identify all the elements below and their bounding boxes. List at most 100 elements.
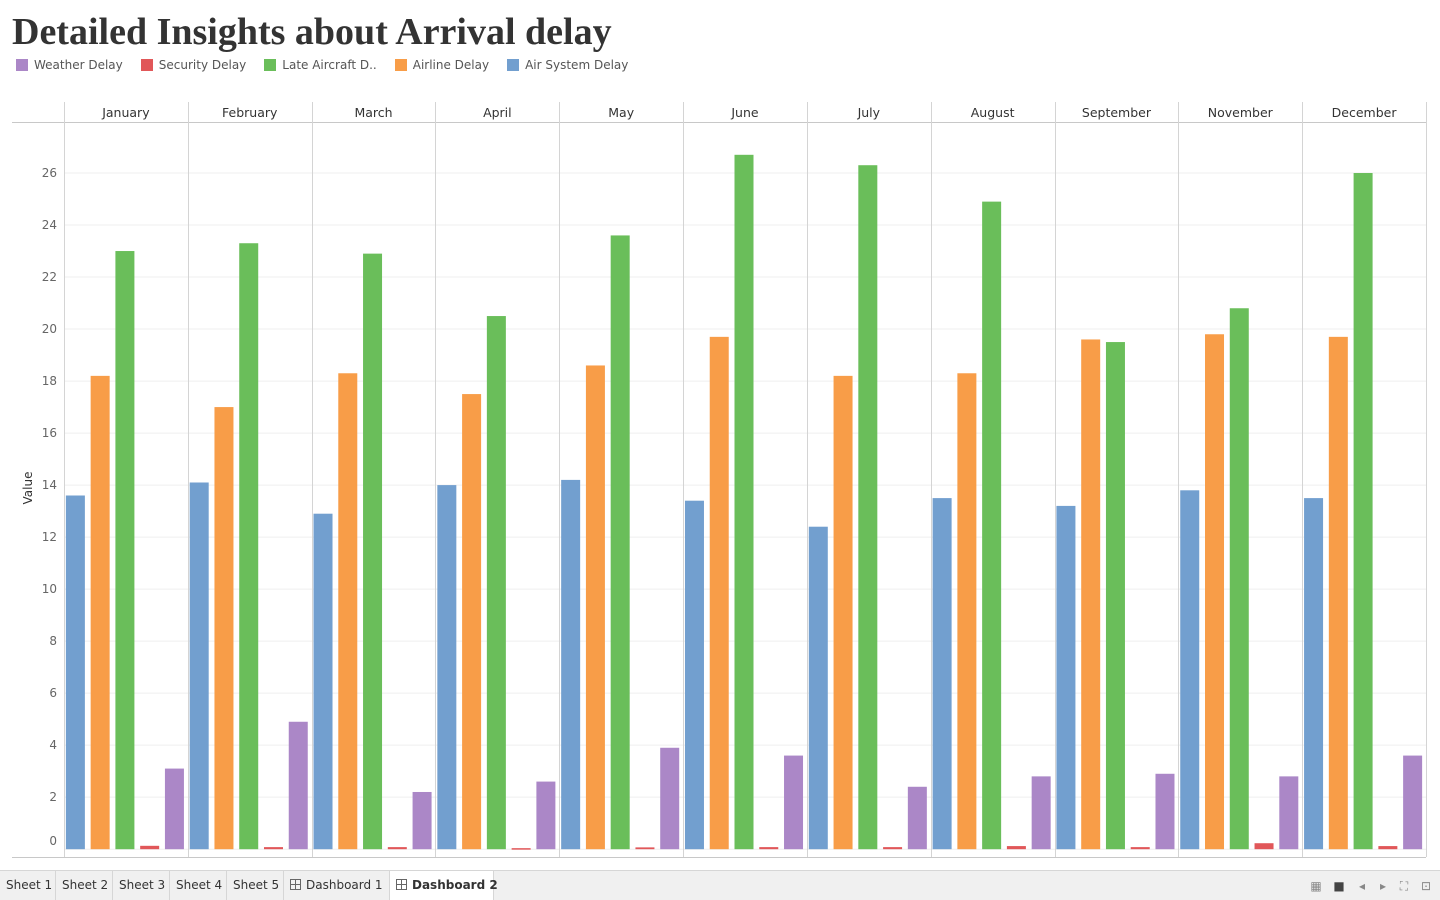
bar bbox=[1155, 773, 1175, 850]
bar bbox=[164, 768, 184, 850]
bar bbox=[585, 365, 605, 850]
month-header: March bbox=[354, 105, 392, 120]
legend-swatch bbox=[140, 59, 153, 71]
sheet-tab[interactable]: Sheet 3 bbox=[113, 871, 170, 900]
bar bbox=[858, 165, 878, 850]
bar bbox=[684, 500, 704, 850]
bar bbox=[561, 479, 581, 850]
bar bbox=[1229, 308, 1249, 850]
legend-swatch bbox=[264, 59, 277, 71]
bar bbox=[511, 848, 531, 850]
bar bbox=[1304, 498, 1324, 850]
month-header: May bbox=[608, 105, 634, 120]
sheet-tab-label: Dashboard 1 bbox=[306, 878, 383, 892]
legend-item[interactable]: Weather Delay bbox=[16, 58, 123, 72]
sheet-tab-label: Sheet 5 bbox=[233, 878, 280, 892]
bar bbox=[536, 781, 556, 850]
bar bbox=[982, 201, 1002, 850]
legend-label: Late Aircraft D.. bbox=[282, 58, 377, 72]
y-axis-label: Value bbox=[21, 472, 35, 505]
bar bbox=[1279, 776, 1299, 850]
legend-label: Air System Delay bbox=[525, 58, 629, 72]
previous-icon[interactable]: ◂ bbox=[1358, 879, 1366, 893]
legend-swatch bbox=[16, 59, 28, 71]
bar bbox=[660, 747, 680, 850]
y-tick-label: 4 bbox=[49, 738, 57, 752]
presentation-icon[interactable]: ⊡ bbox=[1420, 879, 1432, 893]
bar bbox=[1105, 342, 1125, 850]
y-tick-label: 0 bbox=[49, 834, 57, 848]
bar bbox=[140, 845, 160, 850]
month-header: September bbox=[1082, 105, 1152, 120]
month-header: November bbox=[1208, 105, 1274, 120]
sheet-tab[interactable]: Sheet 2 bbox=[56, 871, 113, 900]
bar bbox=[883, 847, 903, 850]
bar bbox=[734, 154, 754, 850]
bar bbox=[709, 336, 729, 850]
bar bbox=[90, 375, 110, 850]
sheet-tab-label: Sheet 1 bbox=[6, 878, 53, 892]
y-tick-label: 16 bbox=[42, 426, 57, 440]
sheet-tab[interactable]: Dashboard 1 bbox=[284, 871, 390, 900]
bar bbox=[313, 513, 333, 850]
bar bbox=[759, 847, 779, 850]
fullscreen-icon[interactable]: ⛶ bbox=[1399, 879, 1409, 893]
sheet-tab-label: Sheet 4 bbox=[176, 878, 223, 892]
legend-label: Weather Delay bbox=[34, 58, 123, 72]
dashboard-title: Detailed Insights about Arrival delay bbox=[12, 11, 612, 53]
month-header: February bbox=[222, 105, 278, 120]
color-legend: Weather Delay Security Delay Late Aircraft… bbox=[16, 57, 646, 73]
next-icon[interactable]: ▸ bbox=[1379, 879, 1387, 893]
dashboard-icon bbox=[290, 879, 301, 890]
legend-label: Airline Delay bbox=[412, 58, 490, 72]
bar bbox=[1031, 776, 1051, 850]
legend-item[interactable]: Security Delay bbox=[140, 58, 247, 72]
sheet-tab[interactable]: Sheet 1 bbox=[0, 871, 56, 900]
sheet-tab-label: Dashboard 2 bbox=[412, 878, 498, 892]
legend-label: Security Delay bbox=[158, 58, 247, 72]
month-header: June bbox=[730, 105, 759, 120]
legend-item[interactable]: Air System Delay bbox=[507, 58, 628, 72]
bar bbox=[808, 526, 828, 850]
bar bbox=[1180, 490, 1200, 850]
bar bbox=[338, 373, 358, 850]
legend-item[interactable]: Airline Delay bbox=[394, 58, 490, 72]
month-header: April bbox=[483, 105, 512, 120]
legend-swatch bbox=[507, 59, 520, 71]
grid-view-icon[interactable]: ▦ bbox=[1310, 879, 1322, 893]
sheet-tab[interactable]: Sheet 4 bbox=[170, 871, 227, 900]
bar bbox=[957, 373, 977, 850]
sheet-tab-label: Sheet 2 bbox=[62, 878, 109, 892]
month-header: December bbox=[1332, 105, 1398, 120]
bar bbox=[1403, 755, 1423, 850]
filmstrip-view-icon[interactable]: ■ bbox=[1333, 879, 1345, 893]
bar bbox=[437, 485, 457, 850]
y-tick-label: 18 bbox=[42, 374, 57, 388]
y-tick-label: 22 bbox=[42, 270, 57, 284]
bar bbox=[412, 791, 432, 850]
bar bbox=[1081, 339, 1101, 850]
y-tick-label: 2 bbox=[49, 790, 57, 804]
bar bbox=[784, 755, 804, 850]
sheet-tab-bar: Sheet 1 Sheet 2 Sheet 3 Sheet 4 Sheet 5 Dashb… bbox=[0, 870, 1440, 900]
bar bbox=[363, 253, 383, 850]
bar bbox=[610, 235, 630, 850]
bar bbox=[239, 243, 259, 850]
y-tick-label: 6 bbox=[49, 686, 57, 700]
y-tick-label: 26 bbox=[42, 166, 57, 180]
bar bbox=[486, 316, 506, 850]
sheet-tab[interactable]: Dashboard 2 bbox=[390, 871, 498, 900]
bar bbox=[1130, 847, 1150, 850]
bar bbox=[65, 495, 85, 850]
bar bbox=[1378, 846, 1398, 850]
bar bbox=[214, 407, 234, 850]
bar bbox=[189, 482, 209, 850]
bar bbox=[1006, 846, 1026, 850]
month-header: July bbox=[857, 105, 881, 120]
bar bbox=[288, 721, 308, 850]
bar bbox=[907, 786, 927, 850]
y-tick-label: 12 bbox=[42, 530, 57, 544]
bar bbox=[833, 375, 853, 850]
sheet-tab[interactable]: Sheet 5 bbox=[227, 871, 284, 900]
legend-item[interactable]: Late Aircraft D.. bbox=[264, 58, 377, 72]
